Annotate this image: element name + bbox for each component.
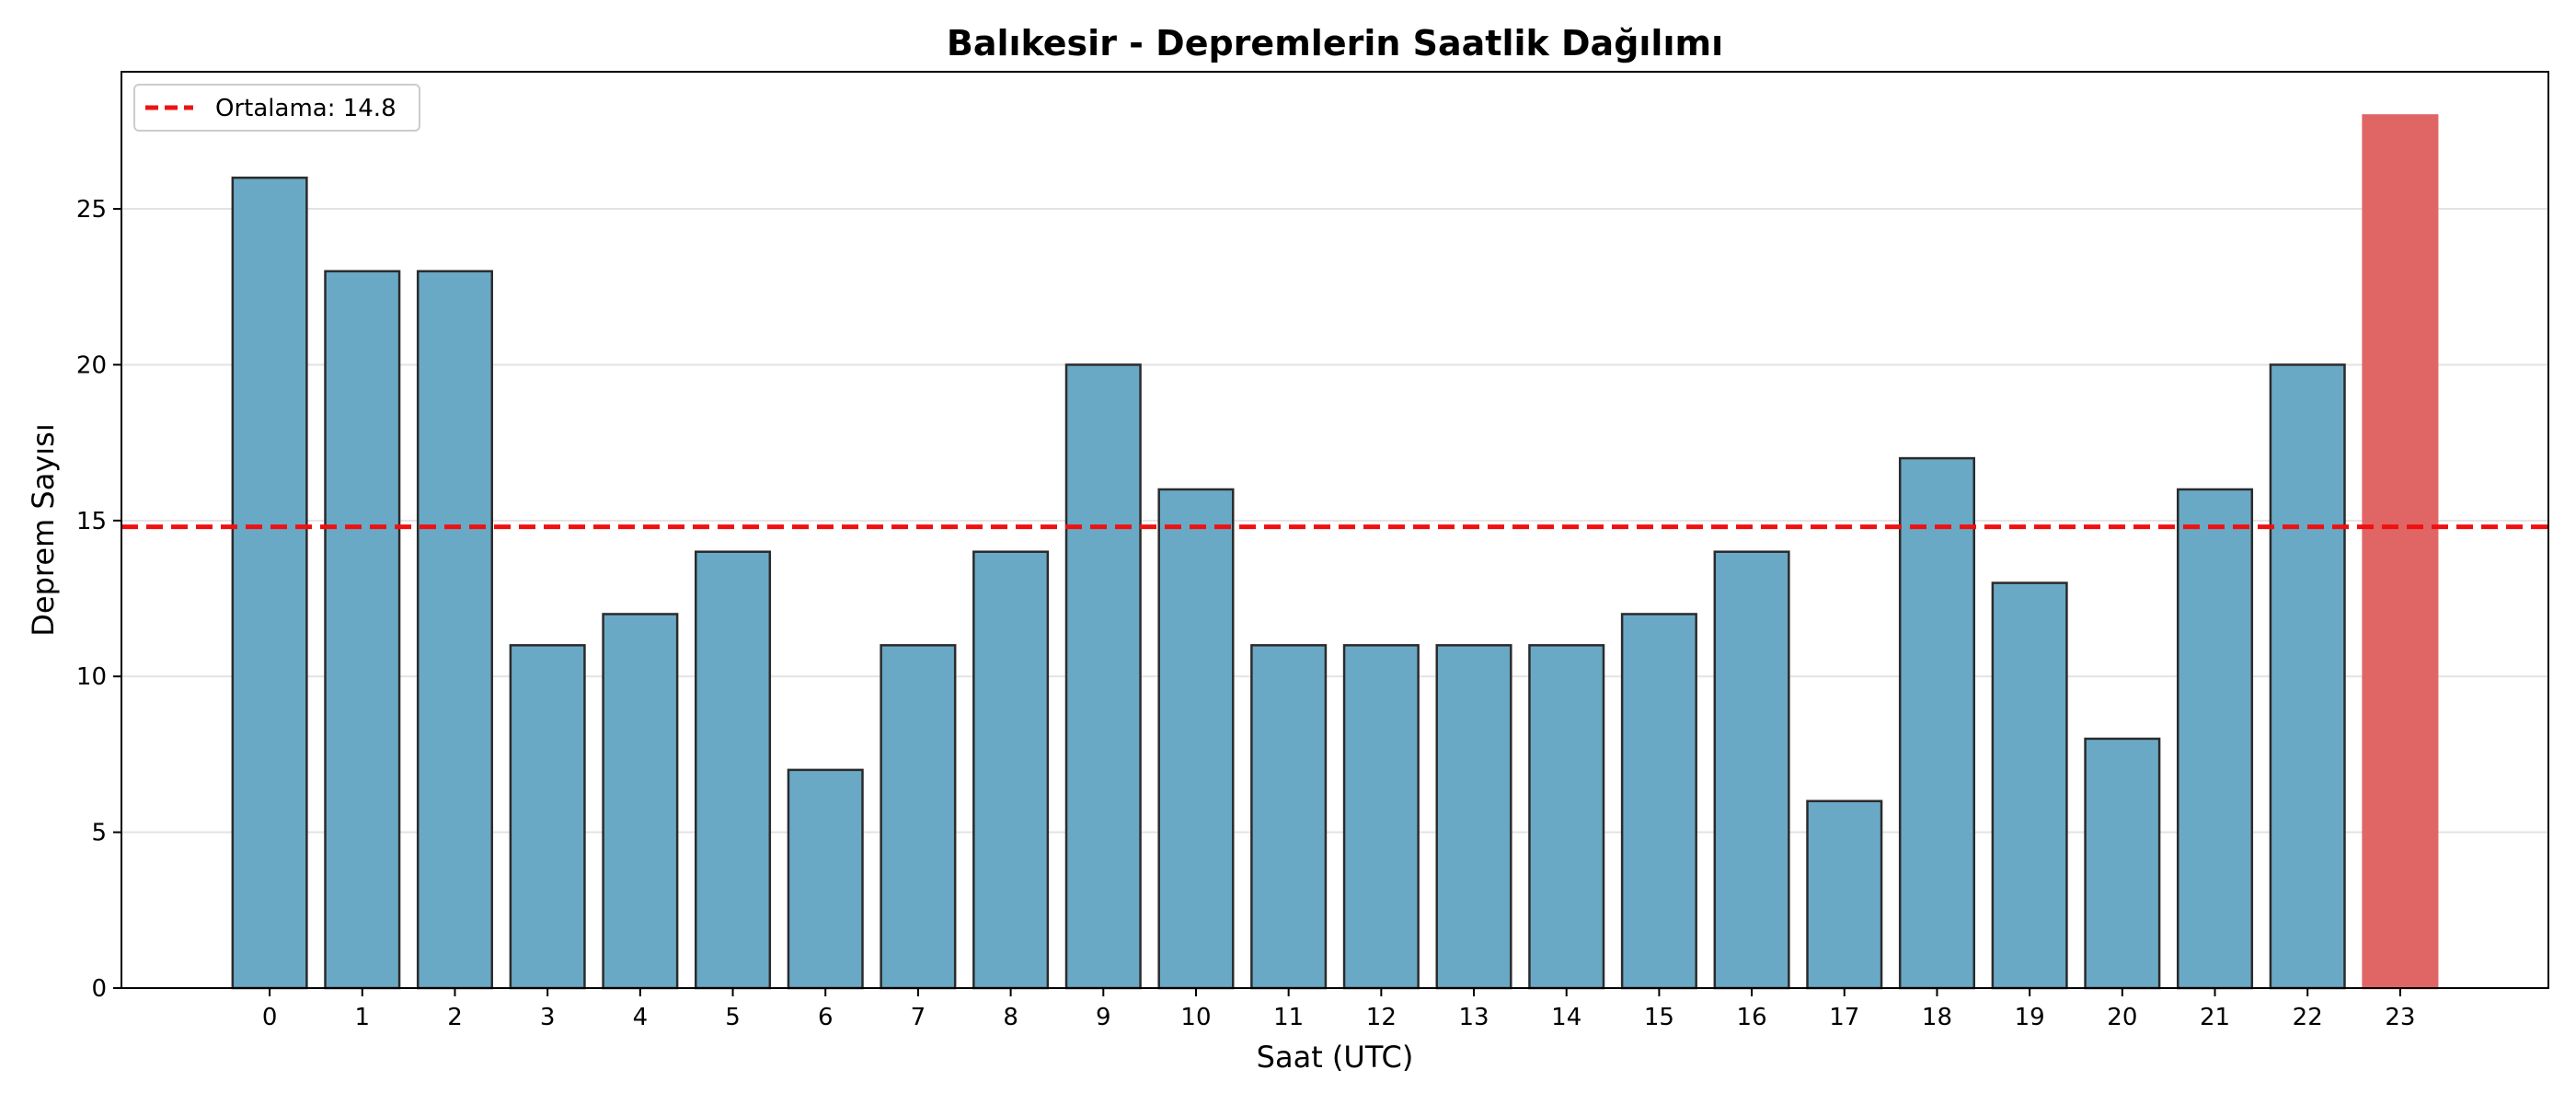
bar-hour-22 (2269, 363, 2346, 990)
bars (231, 114, 2439, 990)
bar-hour-1 (324, 270, 401, 990)
x-tick-label: 19 (2015, 1004, 2045, 1031)
x-tick-label: 3 (540, 1004, 556, 1031)
bar-hour-21 (2177, 488, 2254, 990)
bar-hour-17 (1806, 799, 1883, 990)
bar-hour-3 (509, 644, 586, 990)
y-tick-label: 25 (76, 196, 107, 224)
x-tick-label: 23 (2385, 1004, 2415, 1031)
x-tick-label: 12 (1366, 1004, 1397, 1031)
x-tick-label: 9 (1096, 1004, 1111, 1031)
x-tick-label: 21 (2200, 1004, 2230, 1031)
bar-hour-23 (2362, 114, 2439, 990)
y-tick-label: 15 (76, 508, 107, 535)
bar-hour-15 (1620, 613, 1697, 990)
x-tick-label: 7 (911, 1004, 926, 1031)
bar-hour-19 (1991, 581, 2068, 990)
x-tick-label: 13 (1458, 1004, 1489, 1031)
bar-hour-5 (695, 550, 772, 990)
y-axis-label: Deprem Sayısı (26, 423, 61, 636)
y-ticks: 0 5 10 15 20 25 (76, 196, 121, 1003)
x-tick-label: 8 (1003, 1004, 1018, 1031)
y-tick-label: 20 (76, 351, 107, 379)
plot-frame (121, 71, 2549, 989)
x-tick-label: 22 (2293, 1004, 2323, 1031)
bar-hour-12 (1342, 644, 1420, 990)
bar-hour-0 (231, 176, 308, 990)
bar-hour-18 (1898, 456, 1975, 990)
x-tick-label: 0 (262, 1004, 278, 1031)
bar-hour-20 (2084, 737, 2161, 990)
x-tick-label: 16 (1737, 1004, 1767, 1031)
x-axis-label: Saat (UTC) (1257, 1040, 1414, 1075)
bar-hour-10 (1157, 488, 1235, 990)
bar-hour-16 (1713, 550, 1790, 990)
bar-hour-7 (880, 644, 957, 990)
x-tick-label: 2 (447, 1004, 463, 1031)
x-ticks: 0 1 2 3 4 5 6 7 8 9 10 11 12 13 14 15 16 17 18 19 20 21 22 23 (262, 988, 2415, 1031)
bar-hour-4 (602, 613, 679, 990)
legend: Ortalama: 14.8 (133, 84, 420, 132)
y-tick-label: 5 (91, 820, 107, 847)
y-tick-label: 10 (76, 663, 107, 691)
x-tick-label: 17 (1829, 1004, 1859, 1031)
x-tick-label: 18 (1922, 1004, 1952, 1031)
bar-hour-2 (416, 270, 493, 990)
x-tick-label: 5 (725, 1004, 741, 1031)
bar-hour-14 (1528, 644, 1605, 990)
bar-hour-6 (787, 768, 864, 990)
bar-hour-11 (1250, 644, 1328, 990)
bar-hour-13 (1435, 644, 1512, 990)
bar-hour-9 (1064, 363, 1142, 990)
x-tick-label: 6 (818, 1004, 834, 1031)
x-tick-label: 1 (355, 1004, 371, 1031)
x-tick-label: 10 (1180, 1004, 1211, 1031)
x-tick-label: 14 (1551, 1004, 1581, 1031)
chart-title: Balıkesir - Depremlerin Saatlik Dağılımı (947, 23, 1723, 63)
x-tick-label: 15 (1644, 1004, 1674, 1031)
x-tick-label: 20 (2107, 1004, 2137, 1031)
bar-hour-8 (972, 550, 1050, 990)
x-tick-label: 11 (1273, 1004, 1304, 1031)
legend-box (133, 84, 420, 132)
y-tick-label: 0 (91, 975, 107, 1003)
legend-mean-label: Ortalama: 14.8 (215, 95, 397, 122)
x-tick-label: 4 (633, 1004, 649, 1031)
